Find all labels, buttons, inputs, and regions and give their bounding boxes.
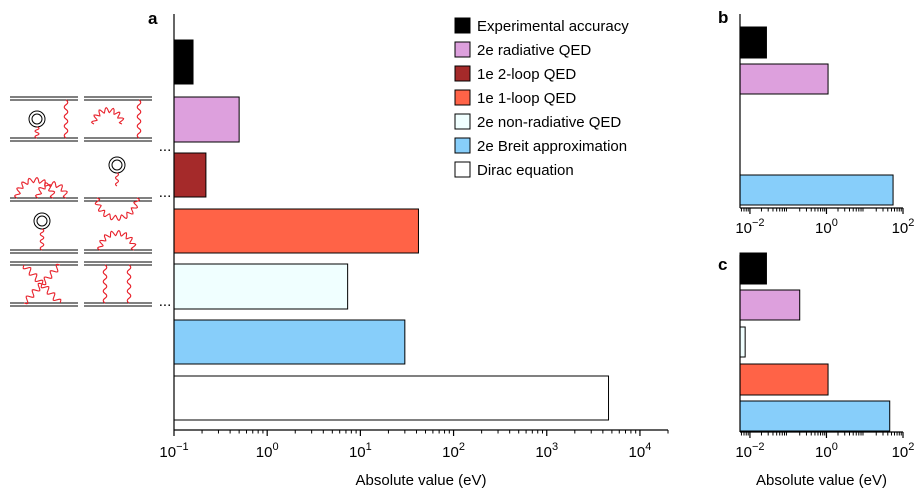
- tick-label-base: 10: [815, 220, 832, 237]
- tick-label: 100: [256, 441, 279, 461]
- tick-label: 100: [815, 441, 838, 461]
- self-energy-loop-icon: [94, 197, 141, 222]
- tick-label-exponent: 2: [459, 441, 465, 453]
- photon-line: [63, 99, 69, 139]
- bar-loop1_1e: [739, 363, 829, 396]
- tick-label: 10−2: [735, 217, 764, 237]
- legend: Experimental accuracy 2e radiative QED 1e …: [454, 17, 629, 179]
- legend-label-breit_2e: 2e Breit approximation: [477, 138, 627, 155]
- crossed-photon-line-icon: [23, 263, 61, 305]
- vacuum-polarization-loop-icon: [33, 212, 51, 230]
- tick-label-exponent: −2: [752, 217, 765, 229]
- tick-label-base: 10: [159, 444, 176, 461]
- bar-loop1_1e: [173, 208, 419, 254]
- x-axis-title: Absolute value (eV): [356, 472, 487, 489]
- tick-label: 103: [535, 441, 558, 461]
- diagram-ellipsis: ...: [159, 184, 172, 201]
- photon-line: [136, 99, 142, 139]
- tick-label: 10−1: [159, 441, 188, 461]
- photon-line: [39, 228, 45, 251]
- bar-nonradiative_2e: [739, 326, 746, 358]
- tick-label-exponent: 2: [908, 217, 914, 229]
- tick-label-exponent: 0: [272, 441, 278, 453]
- tick-label-base: 10: [256, 444, 273, 461]
- bar-experimental: [173, 39, 194, 85]
- tick-label-base: 10: [629, 444, 646, 461]
- tick-label: 104: [629, 441, 652, 461]
- tick-label-base: 10: [349, 444, 366, 461]
- legend-label-nonradiative_2e: 2e non-radiative QED: [477, 114, 621, 131]
- feynman-diagrams: .........: [10, 96, 172, 310]
- tick-label: 102: [892, 441, 915, 461]
- tick-label: 100: [815, 217, 838, 237]
- bar-experimental: [739, 26, 767, 59]
- tick-label-exponent: 3: [552, 441, 558, 453]
- legend-swatch-radiative_2e: [454, 41, 471, 58]
- photon-line: [34, 126, 40, 139]
- tick-label: 101: [349, 441, 372, 461]
- photon-line-icon: [126, 264, 132, 304]
- bar-radiative_2e: [173, 96, 240, 143]
- diagram-ellipsis: ...: [159, 138, 172, 155]
- self-energy-loop-icon: [96, 229, 137, 251]
- tick-label-exponent: 0: [832, 217, 838, 229]
- panel-label-a: a: [148, 9, 158, 28]
- legend-label-radiative_2e: 2e radiative QED: [477, 42, 591, 59]
- tick-label-exponent: 0: [832, 441, 838, 453]
- tick-label-base: 10: [892, 220, 909, 237]
- bar-loop2_1e: [173, 152, 207, 198]
- panel-label-b: b: [718, 8, 728, 27]
- legend-swatch-breit_2e: [454, 137, 471, 154]
- legend-swatch-experimental: [454, 17, 471, 34]
- legend-label-loop2_1e: 1e 2-loop QED: [477, 66, 576, 83]
- bar-nonradiative_2e: [173, 263, 349, 310]
- legend-label-experimental: Experimental accuracy: [477, 18, 629, 35]
- bar-breit_2e: [739, 400, 891, 432]
- photon-line-icon: [102, 264, 108, 304]
- tick-label-base: 10: [735, 220, 752, 237]
- bar-radiative_2e: [739, 289, 801, 321]
- tick-label-exponent: 4: [645, 441, 651, 453]
- tick-label-base: 10: [892, 444, 909, 461]
- bar-breit_2e: [739, 174, 894, 206]
- legend-label-dirac: Dirac equation: [477, 162, 574, 179]
- vacuum-polarization-loop-icon: [28, 110, 46, 128]
- x-axis-title: Absolute value (eV): [756, 472, 887, 489]
- tick-label-base: 10: [442, 444, 459, 461]
- bar-dirac: [173, 375, 610, 421]
- diagram-ellipsis: ...: [159, 293, 172, 310]
- tick-label-exponent: 1: [366, 441, 372, 453]
- panel-b: b10−2 100 102: [718, 8, 914, 237]
- tick-label-base: 10: [735, 444, 752, 461]
- tick-label-base: 10: [815, 444, 832, 461]
- tick-label-exponent: −1: [176, 441, 189, 453]
- tick-label-base: 10: [535, 444, 552, 461]
- bar-radiative_2e: [739, 63, 829, 95]
- bar-experimental: [739, 252, 767, 285]
- tick-label-exponent: −2: [752, 441, 765, 453]
- legend-swatch-dirac: [454, 161, 471, 178]
- bar-breit_2e: [173, 319, 406, 365]
- vacuum-polarization-loop-icon: [31, 113, 43, 125]
- two-loop-self-energy-icon: [34, 180, 68, 199]
- vacuum-polarization-loop-icon: [108, 156, 126, 174]
- tick-label-exponent: 2: [908, 441, 914, 453]
- tick-label: 102: [442, 441, 465, 461]
- self-energy-loop-icon: [90, 106, 125, 125]
- panel-label-c: c: [718, 255, 727, 274]
- legend-swatch-loop1_1e: [454, 89, 471, 106]
- legend-swatch-nonradiative_2e: [454, 113, 471, 130]
- photon-line: [114, 172, 120, 187]
- vacuum-polarization-loop-icon: [36, 215, 48, 227]
- two-loop-self-energy-icon: [13, 176, 56, 199]
- legend-label-loop1_1e: 1e 1-loop QED: [477, 90, 576, 107]
- legend-swatch-loop2_1e: [454, 65, 471, 82]
- vacuum-polarization-loop-icon: [111, 159, 123, 171]
- tick-label: 10−2: [735, 441, 764, 461]
- tick-label: 102: [892, 217, 915, 237]
